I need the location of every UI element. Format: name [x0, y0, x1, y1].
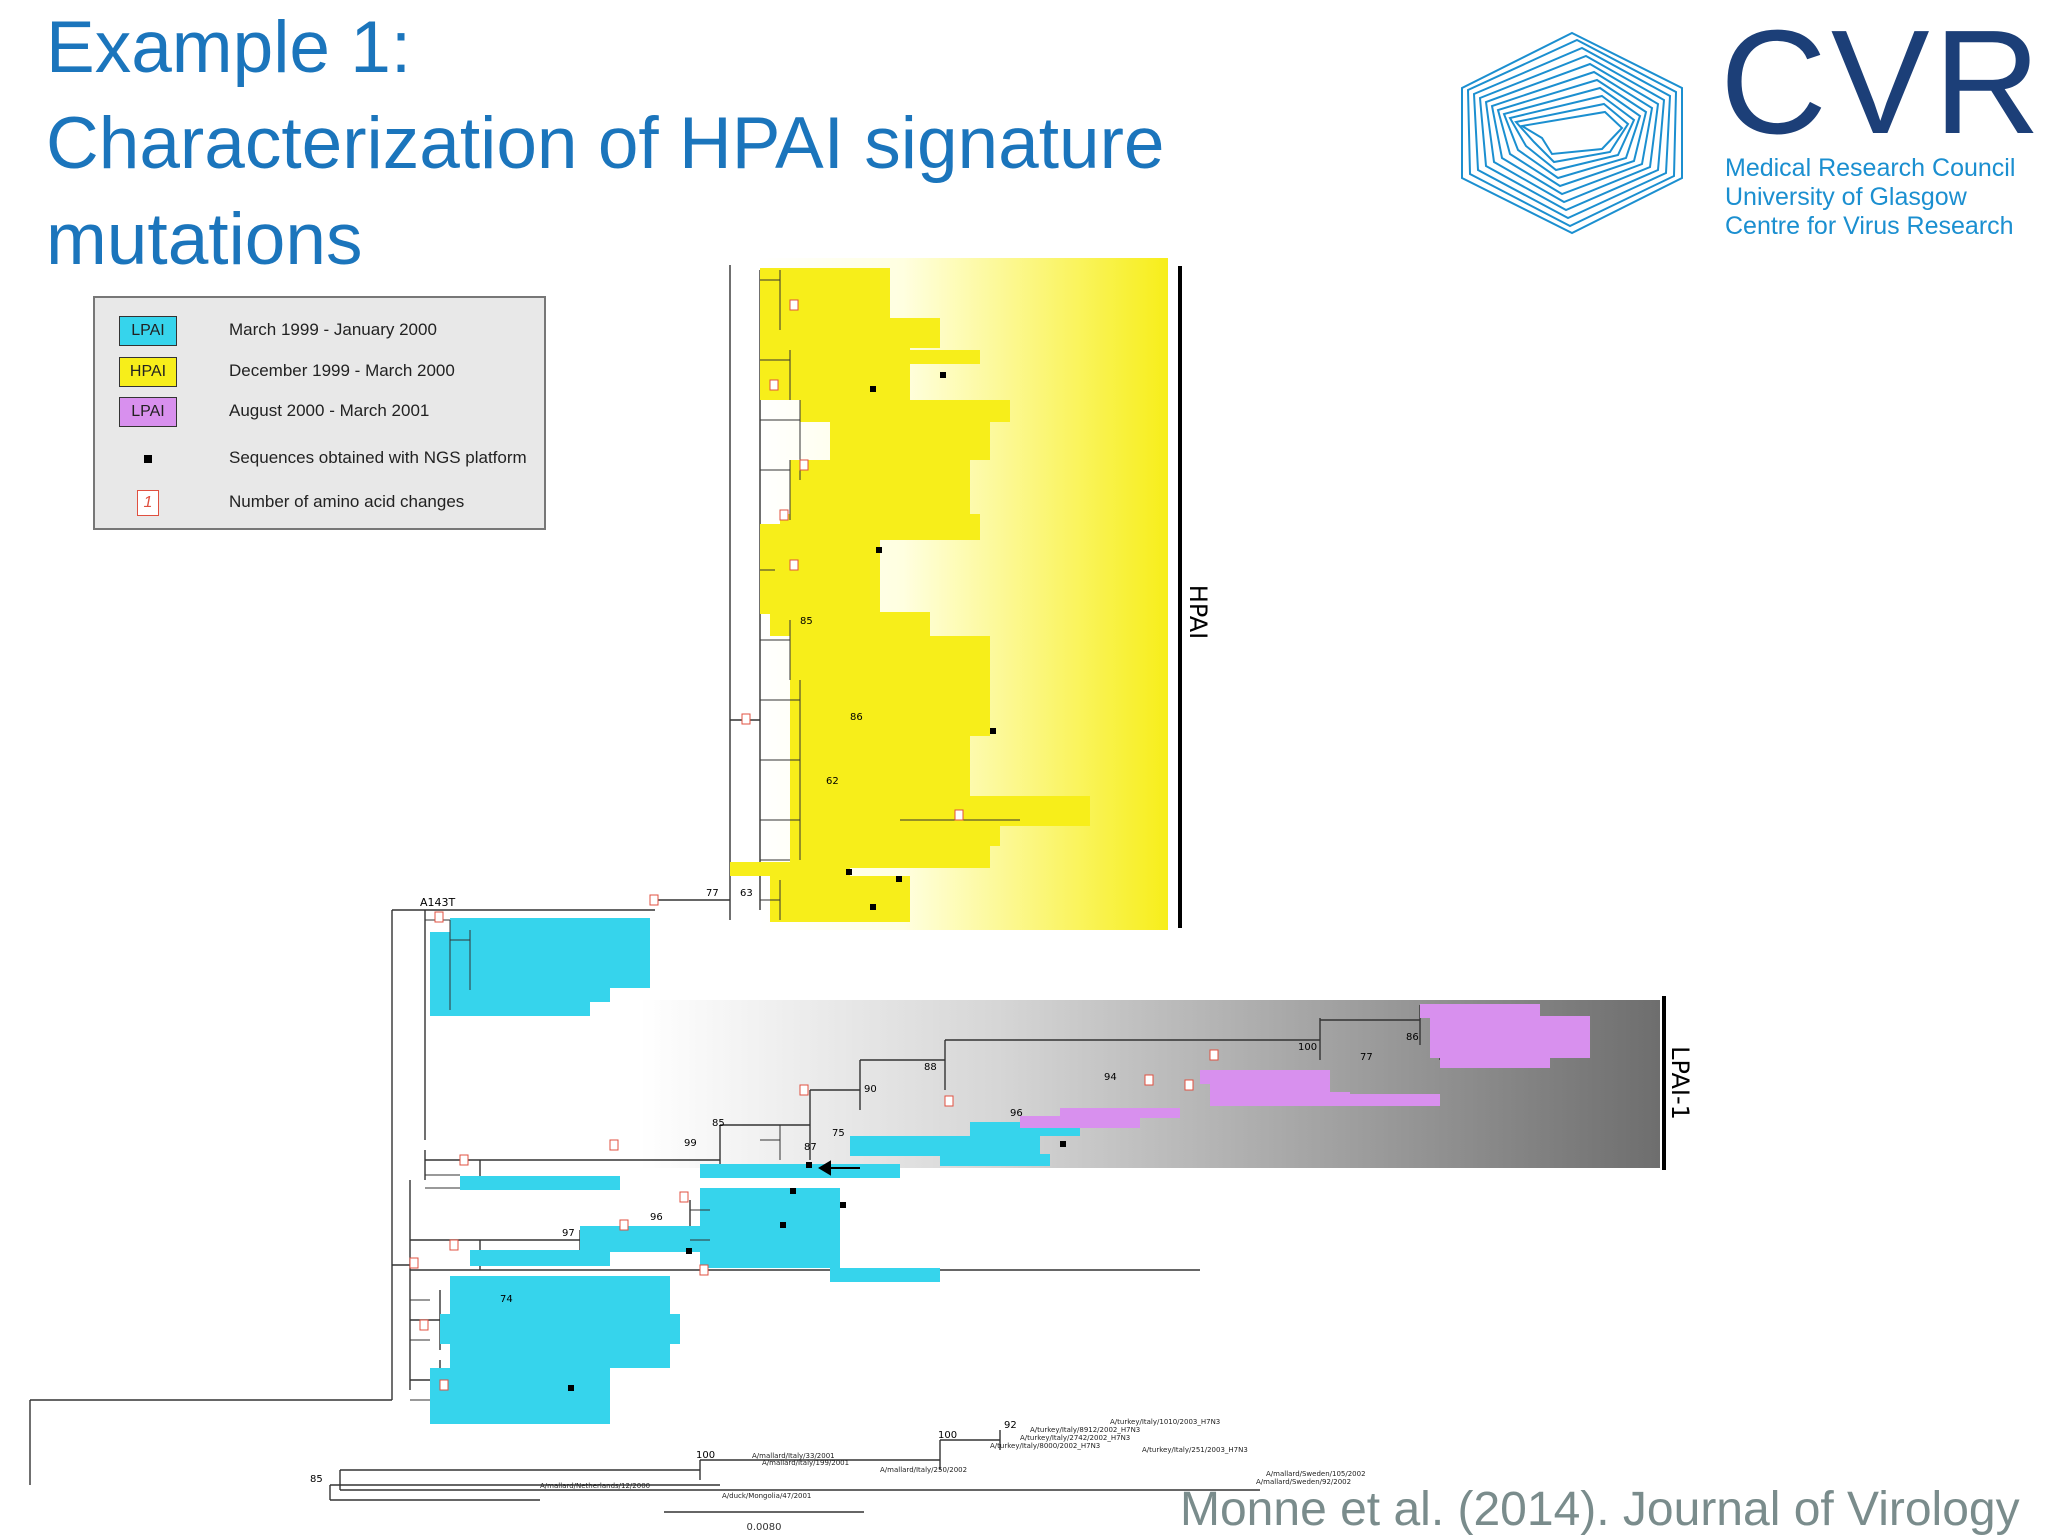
legend-text-aa: Number of amino acid changes [229, 492, 465, 511]
bootstrap-values: 77 63 85 86 62 100 86 77 88 94 90 96 85 … [310, 616, 1419, 1485]
legend-text-hpai: December 1999 - March 2000 [229, 361, 455, 380]
aa-change-marker-icon: 1 [119, 490, 177, 516]
title-line-1: Example 1: [46, 7, 412, 88]
citation-text: Monne et al. (2014). Journal of Virology [1180, 1483, 2020, 1536]
legend-text-lpai-late: August 2000 - March 2001 [229, 401, 430, 420]
bootstrap-label: 100 [938, 1430, 957, 1441]
outgroup-label: A/mallard/Sweden/92/2002 [1256, 1478, 1351, 1486]
outgroup-label: A/turkey/Italy/251/2003_H7N3 [1142, 1446, 1248, 1454]
logo-subtitle: Medical Research Council University of G… [1725, 154, 2015, 241]
mutation-label: A143T [420, 896, 456, 909]
outgroup-label: A/turkey/Italy/2742/2002_H7N3 [1020, 1434, 1130, 1442]
ngs-square-icon [119, 455, 177, 463]
outgroup-labels: A/turkey/Italy/1010/2003_H7N3 A/turkey/I… [540, 1418, 1366, 1500]
legend-text-ngs: Sequences obtained with NGS platform [229, 448, 527, 467]
hpai-leaves [730, 268, 1090, 922]
aa-change-markers [409, 299, 1219, 1391]
legend-text-lpai-early: March 1999 - January 2000 [229, 320, 437, 339]
bootstrap-label: 90 [864, 1084, 877, 1095]
bootstrap-label: 87 [804, 1142, 817, 1153]
legend-swatch-lpai-late: LPAI [119, 397, 177, 427]
logo-wordmark: CVR [1720, 0, 2045, 165]
cvr-logo: CVR Medical Research Council University … [1452, 8, 2042, 248]
lpai1-clade-label: LPAI-1 [1666, 1046, 1694, 1120]
title-line-2: Characterization of HPAI signature [46, 103, 1165, 184]
bootstrap-label: 75 [832, 1128, 845, 1139]
lpai-early-leaves [430, 918, 1080, 1424]
bootstrap-label: 77 [1360, 1052, 1373, 1063]
legend-swatch-lpai-early: LPAI [119, 316, 177, 346]
bootstrap-label: 74 [500, 1294, 513, 1305]
bootstrap-label: 97 [562, 1228, 575, 1239]
outgroup-label: A/turkey/Italy/8000/2002_H7N3 [990, 1442, 1100, 1450]
bootstrap-label: 96 [1010, 1108, 1023, 1119]
bootstrap-label: 94 [1104, 1072, 1117, 1083]
bootstrap-label: 100 [696, 1450, 715, 1461]
bootstrap-label: 86 [850, 712, 863, 723]
outgroup-label: A/mallard/Italy/250/2002 [880, 1466, 967, 1474]
outgroup-label: A/turkey/Italy/1010/2003_H7N3 [1110, 1418, 1220, 1426]
outgroup-label: A/mallard/Italy/199/2001 [762, 1459, 849, 1467]
outgroup-label: A/mallard/Netherlands/12/2000 [540, 1482, 650, 1490]
legend-item-aa: 1 Number of amino acid changes [119, 486, 464, 520]
bootstrap-label: 88 [924, 1062, 937, 1073]
hpai-clade-label: HPAI [1184, 585, 1212, 639]
bootstrap-label: 85 [800, 616, 813, 627]
hexagon-logo-icon [1461, 31, 1683, 235]
bootstrap-label: 100 [1298, 1042, 1317, 1053]
bootstrap-label: 86 [1406, 1032, 1419, 1043]
legend-item-hpai: HPAI December 1999 - March 2000 [119, 355, 455, 389]
hpai-subtree [760, 270, 1020, 920]
legend-item-lpai-late: LPAI August 2000 - March 2001 [119, 395, 429, 429]
bootstrap-label: 99 [684, 1138, 697, 1149]
title-line-3: mutations [46, 199, 363, 280]
logo-sub-line-1: Medical Research Council [1725, 154, 2016, 182]
outgroup-label: A/turkey/Italy/8912/2002_H7N3 [1030, 1426, 1140, 1434]
scale-value: 0.0080 [747, 1522, 782, 1533]
bootstrap-label: 85 [712, 1118, 725, 1129]
bootstrap-label: 85 [310, 1474, 323, 1485]
outgroup-label: A/mallard/Sweden/105/2002 [1266, 1470, 1366, 1478]
ngs-markers [568, 372, 1066, 1391]
logo-sub-line-3: Centre for Virus Research [1725, 212, 2014, 240]
bootstrap-label: 77 [706, 888, 719, 899]
bootstrap-label: 63 [740, 888, 753, 899]
highlight-arrow-icon [818, 1160, 860, 1176]
bootstrap-label: 92 [1004, 1420, 1017, 1431]
legend-item-ngs: Sequences obtained with NGS platform [119, 442, 527, 476]
bootstrap-label: 62 [826, 776, 839, 787]
outgroup-label: A/mallard/Italy/33/2001 [752, 1452, 835, 1460]
lpai-early-subtree [410, 919, 781, 1401]
legend-swatch-hpai: HPAI [119, 357, 177, 387]
logo-sub-line-2: University of Glasgow [1725, 183, 1967, 211]
slide-title: Example 1: Characterization of HPAI sign… [46, 0, 1346, 288]
legend-item-lpai-early: LPAI March 1999 - January 2000 [119, 314, 437, 348]
bootstrap-label: 96 [650, 1212, 663, 1223]
lpai-late-leaves [1020, 1004, 1590, 1128]
outgroup-label: A/duck/Mongolia/47/2001 [722, 1492, 811, 1500]
tree-backbone [29, 265, 1461, 1501]
legend-box: LPAI March 1999 - January 2000 HPAI Dece… [93, 296, 546, 530]
